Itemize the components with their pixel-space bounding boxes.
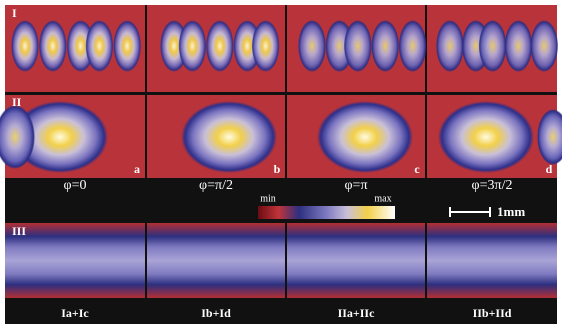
stripe-blob [398, 20, 427, 72]
panel-letter: b [274, 162, 281, 176]
stripe-blob [343, 20, 372, 72]
blob [181, 101, 278, 173]
scale-bar [449, 207, 491, 217]
row-label: II [12, 95, 22, 109]
stripe-blob [178, 20, 207, 72]
stripe-blob [11, 20, 39, 72]
sum-label: IIa+IIc [338, 306, 376, 320]
stripe-blob [38, 20, 67, 72]
colorbar [258, 206, 395, 219]
row-label: III [12, 224, 26, 238]
scale-label: 1mm [497, 204, 525, 219]
phase-label: φ=π/2 [199, 178, 233, 193]
stripe-blob [504, 20, 533, 72]
panel-letter: c [414, 162, 420, 176]
stripe-blob [371, 20, 400, 72]
phase-label: φ=3π/2 [472, 178, 513, 193]
panel-row-3 [287, 223, 425, 298]
colorbar-min: min [260, 193, 276, 204]
stripe-blob [478, 20, 507, 72]
stripe-blob [436, 20, 464, 72]
stripe-blob [205, 20, 234, 72]
stripe-blob [85, 20, 114, 72]
stripe-blob [251, 20, 280, 72]
blob [0, 105, 35, 169]
panel-row-3 [147, 223, 285, 298]
panel-letter: a [134, 162, 140, 176]
panel-row-3 [427, 223, 557, 298]
sum-label: IIb+IId [473, 306, 512, 320]
blob [316, 101, 413, 173]
sum-label: Ib+Id [201, 306, 231, 320]
stripe-blob [298, 20, 326, 72]
stripe-blob [530, 20, 559, 72]
blob [438, 101, 534, 173]
phase-label: φ=π [344, 178, 367, 193]
panel-row-3 [5, 223, 145, 298]
blob [12, 101, 108, 173]
stripe-blob [113, 20, 142, 72]
colorbar-max: max [374, 193, 391, 204]
panel-letter: d [546, 162, 553, 176]
phase-label: φ=0 [64, 178, 87, 193]
sum-label: Ia+Ic [61, 306, 89, 320]
row-label: I [12, 6, 17, 20]
blob [537, 109, 562, 165]
